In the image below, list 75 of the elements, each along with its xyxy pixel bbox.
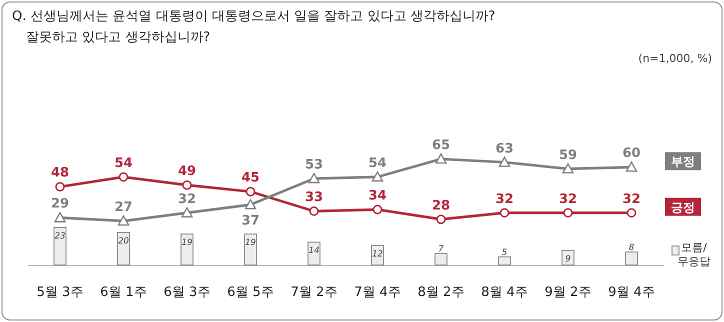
x-tick-label: 6월 5주	[227, 285, 274, 300]
data-label: 23	[54, 231, 66, 242]
bar	[498, 256, 511, 266]
bar	[117, 232, 130, 266]
point	[372, 204, 382, 214]
data-label: 14	[308, 246, 320, 256]
legend-label: 모름/무응답	[678, 241, 710, 268]
bar	[371, 245, 384, 266]
point	[118, 172, 128, 182]
data-label: 54	[114, 156, 133, 171]
point	[435, 153, 447, 164]
data-label: 28	[432, 198, 450, 214]
point	[54, 212, 66, 222]
point	[181, 207, 193, 218]
data-label: 53	[304, 158, 324, 173]
data-label: 7	[438, 244, 444, 255]
bar	[434, 253, 448, 266]
bar	[562, 250, 574, 266]
data-label: 65	[432, 138, 450, 153]
data-label: 27	[114, 200, 133, 215]
data-label: 12	[372, 249, 383, 260]
x-tick-label: 7월 4주	[354, 285, 401, 300]
point	[626, 162, 638, 172]
x-tick-label: 9월 2주	[544, 285, 592, 300]
data-label: 32	[495, 192, 514, 207]
data-label: 60	[622, 146, 641, 162]
data-label: 32	[558, 192, 578, 207]
point	[246, 186, 256, 196]
x-tick-label: 8월 4주	[481, 285, 528, 300]
text: (n=1,000, %)	[638, 52, 712, 65]
data-label: 32	[622, 192, 641, 207]
bar	[180, 234, 194, 266]
x-tick-label: 6월 1주	[100, 285, 147, 300]
data-label: 48	[50, 166, 70, 181]
point	[436, 214, 446, 224]
bar	[244, 234, 257, 266]
x-tick-label: 9월 4주	[608, 285, 655, 300]
data-label: 29	[50, 196, 70, 212]
point	[626, 208, 636, 218]
bar	[308, 242, 320, 266]
text: 긍정	[671, 200, 695, 214]
data-label: 37	[241, 214, 260, 229]
point	[308, 172, 320, 184]
data-label: 59	[558, 148, 578, 163]
x-tick-label: 7월 2주	[290, 285, 338, 300]
data-label: 8	[628, 242, 635, 253]
data-label: 63	[495, 141, 514, 156]
text: 부정	[671, 154, 695, 169]
data-label: 9	[565, 254, 571, 264]
bar	[54, 227, 66, 266]
data-label: 49	[178, 164, 196, 180]
data-label: 45	[241, 170, 260, 186]
x-tick-label: 8월 2주	[418, 285, 464, 300]
point	[182, 180, 192, 190]
point	[309, 206, 319, 216]
x-tick-label: 5월 3주	[36, 285, 84, 300]
data-label: 19	[182, 238, 192, 248]
point	[244, 199, 256, 210]
x-tick-label: 6월 3주	[164, 285, 210, 300]
bar	[625, 252, 638, 266]
data-label: 20	[118, 236, 129, 246]
data-label: 33	[304, 190, 324, 206]
chart-title: Q. 선생님께서는 윤석열 대통령이 대통령으로서 일을 잘하고 있다고 생각하십니까? 잘못하고 있다고 생각하십니까?	[12, 9, 496, 45]
data-label: 5	[502, 248, 508, 258]
point	[498, 156, 510, 167]
point	[500, 208, 510, 218]
point	[118, 215, 130, 226]
data-label: 32	[178, 192, 196, 207]
point	[372, 171, 384, 182]
data-label: 34	[368, 188, 387, 204]
point	[563, 208, 573, 218]
point	[55, 182, 65, 192]
data-label: 19	[245, 238, 256, 248]
point	[562, 163, 574, 174]
data-label: 54	[368, 156, 387, 171]
